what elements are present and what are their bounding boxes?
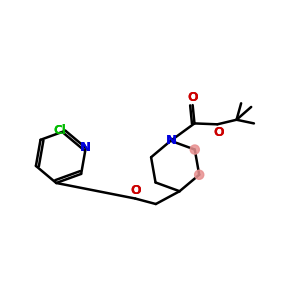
Circle shape [195, 170, 204, 179]
Text: O: O [187, 91, 198, 104]
Circle shape [190, 145, 199, 154]
Text: O: O [214, 126, 224, 139]
Text: O: O [130, 184, 141, 197]
Text: O: O [214, 126, 224, 139]
Text: O: O [130, 184, 141, 197]
Text: N: N [80, 141, 91, 154]
Text: N: N [166, 134, 177, 147]
Text: Cl: Cl [54, 124, 66, 137]
Text: N: N [80, 141, 91, 154]
Text: O: O [187, 91, 198, 104]
Text: Cl: Cl [54, 124, 66, 137]
Text: N: N [166, 134, 177, 147]
